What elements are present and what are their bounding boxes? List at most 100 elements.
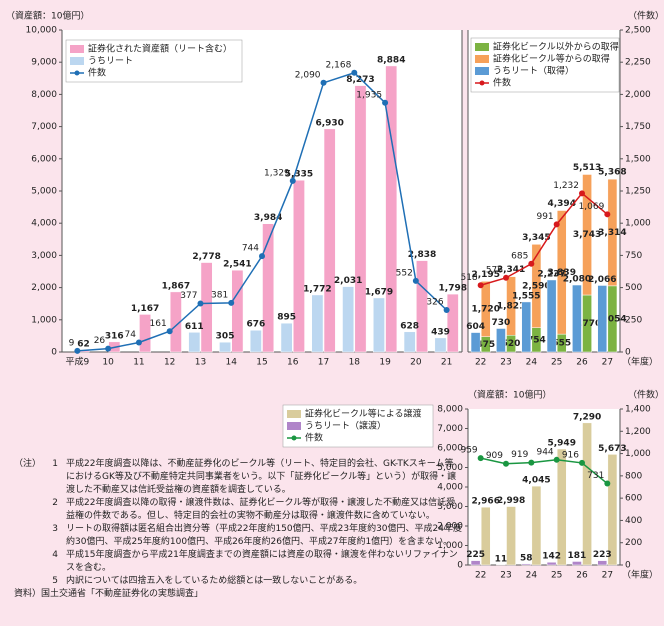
value-label: 305 — [216, 332, 235, 342]
note-text: 平成22年度調査以降は、不動産証券化のビークル等（リート、特定目的会社、GK-T… — [66, 459, 457, 495]
note-label: （注） — [14, 459, 42, 469]
total-label: 2,341 — [497, 265, 525, 275]
line-label: 2,168 — [326, 60, 352, 70]
value-label: 6,930 — [315, 118, 343, 128]
bar — [219, 341, 231, 353]
y-tick-label: 7,000 — [437, 424, 463, 434]
bar — [416, 260, 428, 353]
line-label: 909 — [486, 451, 503, 461]
y2-tick-label: 1,200 — [625, 427, 651, 437]
y2-tick-label: 1,500 — [625, 154, 651, 164]
plot-area — [468, 409, 620, 565]
bar — [188, 332, 201, 353]
source: 資料）国土交通省「不動産証券化の実態調査」 — [14, 589, 204, 599]
x-tick-label: 平成9 — [66, 356, 90, 368]
line-label: 326 — [426, 298, 443, 308]
legend-swatch — [479, 80, 485, 86]
legend-label: 件数 — [88, 67, 106, 79]
line-label: 381 — [211, 290, 228, 300]
y2-tick-label: 1,250 — [625, 187, 651, 197]
line-label: 731 — [587, 471, 604, 481]
legend-label: 証券化された資産額（リート含む） — [88, 43, 232, 55]
line-label: 1,935 — [356, 90, 382, 100]
bar — [280, 322, 293, 353]
y-tick-label: 3,000 — [437, 502, 463, 512]
note: 4 平成15年度調査から平成21年度調査までの資産額には資産の取得・譲渡を伴わない… — [14, 549, 462, 575]
value-label: 1,555 — [512, 291, 540, 301]
line-point — [289, 177, 296, 184]
bar — [572, 284, 582, 353]
y2-tick-label: 1,000 — [625, 219, 651, 229]
value-label: 3,743 — [573, 230, 601, 240]
line-label: 959 — [460, 446, 477, 456]
bar — [311, 294, 324, 353]
value-label: 475 — [476, 340, 495, 350]
bar — [582, 174, 592, 296]
notes: （注） 1 平成22年度調査以降は、不動産証券化のビークル等（リート、特定目的会社、… — [14, 458, 462, 601]
line-label: 944 — [536, 447, 553, 457]
value-label: 5,949 — [547, 438, 575, 448]
y-tick-label: 8,000 — [437, 405, 463, 415]
bar — [470, 332, 481, 353]
y-tick-label: 2,000 — [31, 283, 57, 293]
legend-label: 件数 — [305, 432, 323, 444]
total-label: 2,195 — [471, 270, 499, 280]
value-label: 142 — [542, 552, 561, 562]
line-label: 518 — [460, 273, 477, 283]
line-point — [604, 480, 611, 487]
value-label: 555 — [552, 339, 571, 349]
y-tick-label: 6,000 — [31, 154, 57, 164]
total-label: 5,368 — [598, 168, 626, 178]
bar — [200, 262, 213, 353]
line-point — [351, 69, 358, 76]
y-tick-label: 6,000 — [437, 444, 463, 454]
legend-swatch — [475, 55, 489, 63]
legend-swatch — [475, 43, 489, 51]
line-label: 1,232 — [553, 181, 579, 191]
y2-tick-label: 600 — [625, 494, 642, 504]
x-tick-label: 27 — [602, 571, 613, 581]
line-point — [477, 455, 484, 462]
legend — [282, 404, 434, 448]
bar — [231, 269, 244, 353]
value-label: 5,673 — [598, 444, 626, 454]
x-unit: （年度） — [622, 569, 658, 581]
x-tick-label: 18 — [349, 358, 361, 368]
y-tick-label: 9,000 — [31, 58, 57, 68]
legend-label: うちリート — [88, 56, 133, 67]
line-label: 74 — [124, 330, 136, 340]
y2-tick-label: 1,750 — [625, 122, 651, 132]
bar — [546, 561, 557, 566]
line-label: 576 — [486, 265, 503, 275]
bar — [582, 422, 592, 566]
line-point — [228, 299, 235, 306]
legend — [470, 37, 620, 93]
bar — [169, 291, 182, 353]
x-tick-label: 23 — [500, 571, 511, 581]
y2-tick-label: 800 — [625, 471, 642, 481]
line-point — [503, 274, 509, 281]
value-label: 1,720 — [471, 305, 499, 315]
value-label: 604 — [466, 322, 485, 332]
y-tick-label: 5,000 — [31, 187, 57, 197]
y-label: （資産額：10億円） — [6, 10, 89, 22]
line-point — [503, 460, 509, 467]
y-tick-label: 7,000 — [31, 122, 57, 132]
legend — [65, 39, 243, 83]
legend-swatch — [70, 45, 84, 53]
bar — [607, 454, 618, 566]
note-text: リートの取得額は匿名組合出資分等（平成22年度約150億円、平成23年度約30億… — [66, 524, 462, 547]
legend-swatch — [287, 422, 301, 430]
y2-tick-label: 2,500 — [625, 26, 651, 36]
bar — [496, 328, 506, 353]
line — [480, 192, 608, 287]
bar — [607, 178, 618, 287]
y-tick-label: 1,000 — [437, 541, 463, 551]
value-label: 181 — [568, 551, 587, 561]
legend-swatch — [287, 410, 301, 418]
y2-tick-label: 1,400 — [625, 405, 651, 415]
legend-label: 証券化ビークル以外からの取得 — [493, 41, 619, 53]
bar — [293, 179, 305, 353]
x-tick-label: 26 — [576, 358, 588, 368]
y2-tick-label: 0 — [625, 348, 631, 358]
